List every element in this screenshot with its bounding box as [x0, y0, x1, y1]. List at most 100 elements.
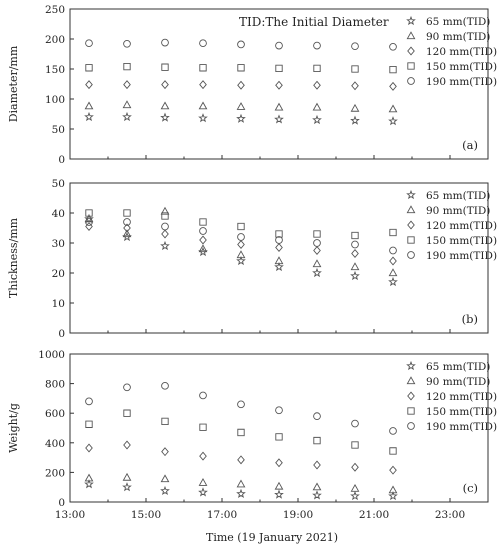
- data-point-diamond: [85, 443, 93, 453]
- legend-marker-star: [406, 189, 416, 200]
- data-point-diamond: [389, 81, 397, 91]
- data-point-diamond: [275, 243, 283, 252]
- legend-entry: 120 mm(TID): [426, 220, 497, 232]
- data-point-triangle: [274, 102, 284, 111]
- data-point-square: [389, 447, 397, 455]
- data-point-square: [237, 64, 245, 72]
- data-point-circle: [199, 391, 207, 400]
- data-point-circle: [389, 42, 397, 51]
- data-point-circle: [313, 41, 321, 50]
- x-axis-label: Time (19 January 2021): [206, 531, 338, 544]
- legend-entry: 120 mm(TID): [426, 46, 497, 58]
- data-point-diamond: [123, 440, 131, 450]
- plot-frame: [69, 8, 489, 160]
- data-point-diamond: [123, 223, 131, 233]
- legend-marker-diamond: [407, 220, 415, 230]
- legend-marker-circle: [407, 77, 415, 85]
- y-tick-label: 600: [45, 408, 65, 420]
- y-tick-label: 250: [45, 4, 65, 16]
- legend-entry: 150 mm(TID): [426, 406, 497, 418]
- data-point-triangle: [350, 262, 360, 271]
- data-point-diamond: [237, 80, 245, 90]
- data-point-star: [84, 213, 94, 224]
- data-point-square: [237, 428, 245, 437]
- legend-marker-star: [406, 15, 416, 26]
- data-point-triangle: [274, 256, 284, 265]
- data-point-star: [274, 114, 284, 124]
- data-point-circle: [389, 246, 397, 255]
- data-point-triangle: [122, 100, 132, 109]
- data-point-star: [388, 490, 398, 501]
- y-axis-label: Thickness/mm: [7, 217, 20, 298]
- data-point-square: [85, 64, 93, 72]
- data-point-triangle: [198, 478, 208, 486]
- data-point-star: [122, 482, 132, 492]
- data-point-diamond: [237, 455, 245, 465]
- data-point-circle: [237, 233, 245, 241]
- y-tick-label: 30: [52, 238, 65, 250]
- y-tick-label: 50: [52, 124, 65, 136]
- data-point-star: [236, 255, 246, 266]
- data-point-triangle: [388, 485, 398, 494]
- data-point-square: [351, 441, 359, 449]
- legend-entry: 65 mm(TID): [426, 190, 490, 202]
- data-point-square: [199, 218, 207, 226]
- panel-a: 0 50 100 150 200 250 Diameter/mm TID:The Initia…: [7, 4, 497, 166]
- data-point-star: [350, 270, 360, 281]
- y-tick-label: 0: [58, 497, 65, 509]
- data-point-diamond: [275, 458, 283, 468]
- data-point-square: [161, 417, 169, 425]
- data-point-square: [389, 65, 397, 74]
- data-point-star: [388, 116, 398, 126]
- data-point-circle: [161, 38, 169, 47]
- data-point-square: [85, 209, 93, 217]
- data-point-diamond: [199, 235, 207, 245]
- legend-entry: 190 mm(TID): [426, 76, 497, 88]
- data-point-square: [237, 222, 245, 231]
- data-point-circle: [161, 222, 169, 231]
- data-point-star: [312, 490, 322, 500]
- data-point-circle: [199, 39, 207, 48]
- legend-marker-square: [407, 407, 415, 415]
- data-point-diamond: [351, 249, 359, 258]
- x-tick-label: 15:00: [131, 509, 161, 521]
- data-point-diamond: [313, 80, 321, 90]
- panel-c: 0 200 400 600 800 1000 13:00 15:00 17:00 19:00 21:…: [7, 349, 497, 521]
- x-tick-label: 23:00: [435, 509, 465, 521]
- data-point-circle: [123, 383, 131, 392]
- data-point-square: [123, 62, 131, 71]
- legend-entry: 190 mm(TID): [426, 421, 497, 433]
- data-point-diamond: [351, 81, 359, 91]
- data-point-circle: [237, 400, 245, 409]
- data-point-diamond: [199, 451, 207, 461]
- y-tick-label: 40: [52, 208, 65, 220]
- data-point-diamond: [351, 462, 359, 472]
- legend-entry: 65 mm(TID): [426, 16, 490, 28]
- data-point-square: [275, 433, 283, 441]
- legend-marker-diamond: [407, 46, 415, 56]
- y-tick-label: 200: [45, 34, 65, 46]
- y-tick-label: 0: [58, 328, 65, 340]
- y-axis-label: Weight/g: [7, 403, 20, 453]
- x-tick-label: 21:00: [359, 509, 389, 521]
- data-point-circle: [313, 239, 321, 247]
- legend-entry: 65 mm(TID): [426, 361, 490, 373]
- data-point-diamond: [85, 80, 93, 90]
- data-point-triangle: [198, 244, 208, 253]
- legend-marker-triangle: [406, 205, 416, 214]
- data-point-triangle: [122, 472, 132, 481]
- panel-label: (a): [462, 138, 478, 152]
- data-point-star: [236, 113, 246, 123]
- data-point-diamond: [389, 256, 397, 266]
- data-point-square: [351, 65, 359, 73]
- data-point-triangle: [236, 250, 246, 259]
- data-point-triangle: [312, 259, 322, 268]
- legend-marker-circle: [407, 251, 415, 259]
- data-point-diamond: [237, 240, 245, 249]
- data-point-diamond: [85, 222, 93, 231]
- chart-annotation: TID:The Initial Diameter: [239, 15, 389, 29]
- y-tick-label: 200: [45, 467, 65, 479]
- data-point-square: [199, 64, 207, 72]
- data-point-square: [199, 423, 207, 431]
